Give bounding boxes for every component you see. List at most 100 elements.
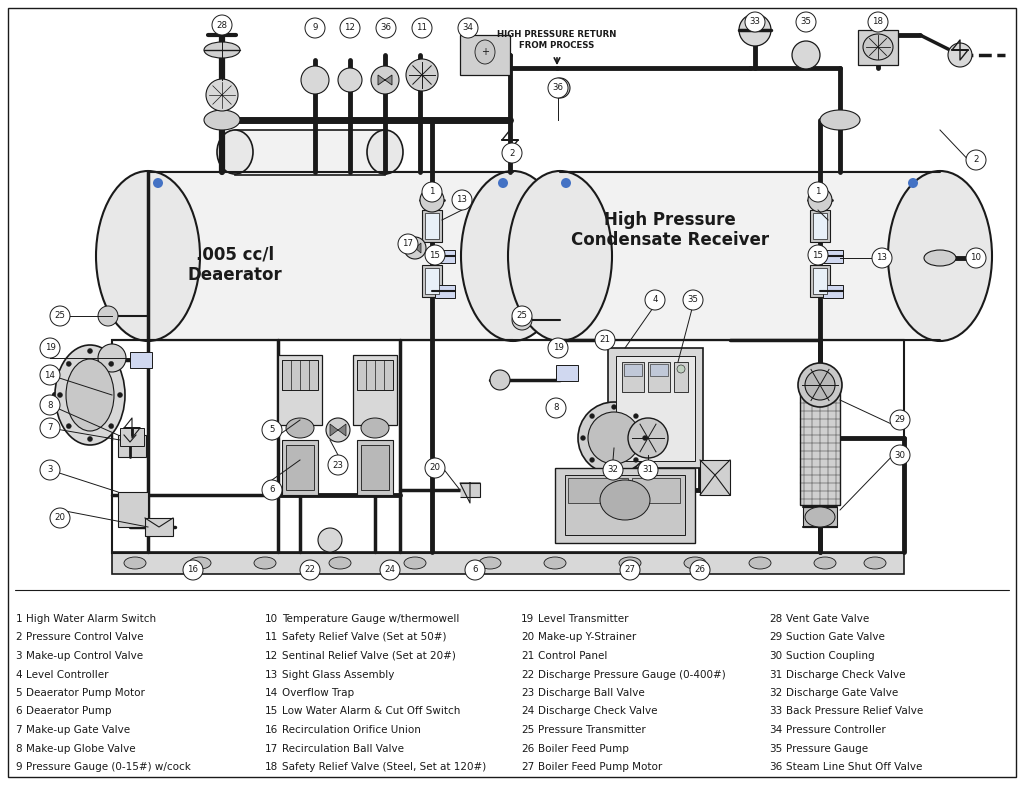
Text: 18: 18 xyxy=(265,762,278,772)
Bar xyxy=(560,172,940,340)
Circle shape xyxy=(40,395,60,415)
Circle shape xyxy=(262,480,282,500)
Bar xyxy=(813,268,827,294)
Text: 34: 34 xyxy=(463,24,473,32)
Circle shape xyxy=(305,18,325,38)
Bar xyxy=(118,492,148,527)
Text: 33: 33 xyxy=(769,706,782,717)
Circle shape xyxy=(603,460,623,480)
Bar xyxy=(608,348,703,468)
Text: 11: 11 xyxy=(265,633,278,642)
Text: 7: 7 xyxy=(47,423,53,433)
Circle shape xyxy=(425,458,445,478)
Bar xyxy=(425,213,439,239)
Text: 35: 35 xyxy=(801,17,811,27)
Bar xyxy=(568,478,628,503)
Text: Recirculation Ball Valve: Recirculation Ball Valve xyxy=(282,743,404,754)
Circle shape xyxy=(581,436,586,440)
Circle shape xyxy=(890,445,910,465)
Bar xyxy=(556,365,578,381)
Text: 17: 17 xyxy=(402,239,414,249)
Text: 22: 22 xyxy=(521,670,534,680)
Text: Recirculation Orifice Union: Recirculation Orifice Union xyxy=(282,725,421,735)
Text: Control Panel: Control Panel xyxy=(538,651,607,661)
Bar xyxy=(813,213,827,239)
Circle shape xyxy=(458,18,478,38)
Text: 6: 6 xyxy=(269,485,274,495)
Text: Discharge Check Valve: Discharge Check Valve xyxy=(538,706,657,717)
Text: 33: 33 xyxy=(750,17,761,27)
Bar xyxy=(357,440,393,495)
Ellipse shape xyxy=(361,418,389,438)
Text: Level Controller: Level Controller xyxy=(26,670,109,680)
Text: 4: 4 xyxy=(652,295,657,305)
Text: 30: 30 xyxy=(769,651,782,661)
Circle shape xyxy=(340,18,360,38)
Text: 25: 25 xyxy=(54,312,66,320)
Circle shape xyxy=(745,12,765,32)
Ellipse shape xyxy=(326,418,350,442)
Text: 5: 5 xyxy=(15,688,22,698)
Bar xyxy=(624,364,642,376)
Circle shape xyxy=(40,338,60,358)
Circle shape xyxy=(376,18,396,38)
Bar xyxy=(555,468,695,543)
Circle shape xyxy=(40,460,60,480)
Bar xyxy=(422,265,442,297)
Bar xyxy=(120,428,144,446)
Text: 2: 2 xyxy=(509,148,515,158)
Text: 16: 16 xyxy=(187,565,199,575)
Text: 9: 9 xyxy=(15,762,22,772)
Text: 1: 1 xyxy=(15,614,22,624)
Text: Pressure Control Valve: Pressure Control Valve xyxy=(26,633,143,642)
Circle shape xyxy=(109,361,114,367)
Text: Pressure Gauge (0-15#) w/cock: Pressure Gauge (0-15#) w/cock xyxy=(26,762,190,772)
Text: 26: 26 xyxy=(694,565,706,575)
Ellipse shape xyxy=(808,188,831,212)
Circle shape xyxy=(57,392,62,397)
Circle shape xyxy=(548,338,568,358)
Circle shape xyxy=(425,245,445,265)
Circle shape xyxy=(595,330,615,350)
Text: High Pressure
Condensate Receiver: High Pressure Condensate Receiver xyxy=(571,210,769,250)
Bar xyxy=(700,460,730,495)
Ellipse shape xyxy=(329,557,351,569)
Ellipse shape xyxy=(189,557,211,569)
Circle shape xyxy=(796,12,816,32)
Text: 12: 12 xyxy=(344,24,355,32)
Circle shape xyxy=(611,404,616,410)
Text: 36: 36 xyxy=(381,24,391,32)
Text: Boiler Feed Pump: Boiler Feed Pump xyxy=(538,743,629,754)
Ellipse shape xyxy=(600,480,650,520)
Circle shape xyxy=(212,15,232,35)
Bar xyxy=(803,507,837,527)
Ellipse shape xyxy=(301,66,329,94)
Ellipse shape xyxy=(404,557,426,569)
Bar xyxy=(810,210,830,242)
Text: 10: 10 xyxy=(265,614,278,624)
Circle shape xyxy=(50,508,70,528)
Bar xyxy=(112,340,904,553)
Text: 19: 19 xyxy=(45,344,55,352)
Circle shape xyxy=(87,436,92,441)
Text: 15: 15 xyxy=(265,706,278,717)
Circle shape xyxy=(328,455,348,475)
Bar xyxy=(810,265,830,297)
Circle shape xyxy=(380,560,400,580)
Ellipse shape xyxy=(406,59,438,91)
Ellipse shape xyxy=(749,557,771,569)
Ellipse shape xyxy=(739,14,771,46)
Ellipse shape xyxy=(684,557,706,569)
Text: 28: 28 xyxy=(769,614,782,624)
Bar xyxy=(422,210,442,242)
Ellipse shape xyxy=(217,130,253,174)
Text: Deaerator Pump Motor: Deaerator Pump Motor xyxy=(26,688,144,698)
Ellipse shape xyxy=(863,34,893,60)
Ellipse shape xyxy=(805,507,835,527)
Text: 23: 23 xyxy=(521,688,534,698)
Ellipse shape xyxy=(204,42,240,58)
Ellipse shape xyxy=(254,557,276,569)
Bar xyxy=(650,364,668,376)
Text: Safety Relief Valve (Set at 50#): Safety Relief Valve (Set at 50#) xyxy=(282,633,446,642)
Ellipse shape xyxy=(508,171,612,341)
